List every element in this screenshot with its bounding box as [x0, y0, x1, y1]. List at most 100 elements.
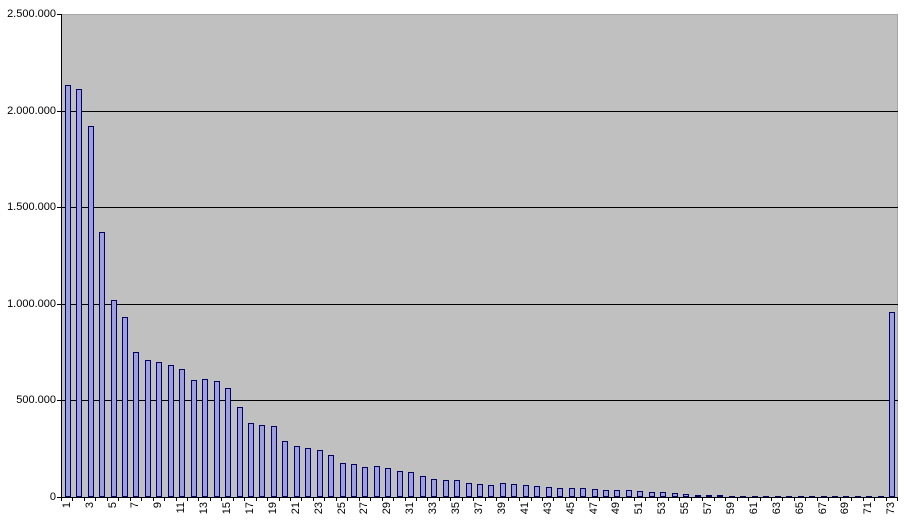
bar	[523, 485, 529, 497]
bar	[488, 485, 494, 497]
bar	[362, 467, 368, 497]
x-tick	[840, 498, 841, 501]
bar	[580, 488, 586, 497]
x-tick	[657, 498, 658, 501]
x-tick-label: 13	[198, 502, 210, 515]
bar	[248, 423, 254, 497]
y-axis-line	[61, 14, 62, 498]
bar	[672, 493, 678, 497]
x-tick	[153, 498, 154, 501]
bar	[122, 317, 128, 497]
x-tick-label: 33	[427, 502, 439, 515]
x-tick-label: 17	[244, 502, 256, 515]
plot-background	[62, 14, 898, 497]
x-tick	[72, 498, 73, 501]
y-tick-label: 1.000.000	[7, 298, 56, 310]
plot-border-top	[62, 14, 898, 15]
bar	[592, 489, 598, 497]
x-tick-label: 43	[542, 502, 554, 515]
bar	[214, 381, 220, 497]
y-tick	[57, 304, 61, 305]
bar	[614, 490, 620, 497]
x-tick	[210, 498, 211, 501]
x-tick	[301, 498, 302, 501]
y-tick	[57, 400, 61, 401]
plot-border-right	[897, 14, 898, 497]
x-tick	[256, 498, 257, 501]
x-tick	[267, 498, 268, 501]
x-tick-label: 65	[794, 502, 806, 515]
bar	[431, 479, 437, 497]
x-tick-label: 53	[656, 502, 668, 515]
x-tick	[416, 498, 417, 501]
x-tick	[782, 498, 783, 501]
x-tick	[130, 498, 131, 501]
x-tick	[187, 498, 188, 501]
x-tick	[519, 498, 520, 501]
bar	[328, 455, 334, 497]
x-tick	[611, 498, 612, 501]
bar	[65, 85, 71, 497]
x-tick	[347, 498, 348, 501]
bar	[626, 490, 632, 497]
x-tick	[531, 498, 532, 501]
x-tick-label: 59	[725, 502, 737, 515]
x-tick-label: 11	[175, 502, 187, 514]
x-tick-label: 23	[313, 502, 325, 515]
bar	[145, 360, 151, 497]
bar	[443, 480, 449, 497]
x-tick-label: 21	[290, 502, 302, 515]
x-tick	[622, 498, 623, 501]
x-tick-label: 51	[633, 502, 645, 515]
x-tick	[164, 498, 165, 501]
x-tick	[496, 498, 497, 501]
x-tick	[485, 498, 486, 501]
bar	[191, 380, 197, 497]
x-tick	[462, 498, 463, 501]
bar	[385, 468, 391, 497]
x-tick-label: 15	[221, 502, 233, 515]
x-tick-label: 71	[862, 502, 874, 515]
x-tick-label: 5	[107, 502, 119, 509]
x-tick	[634, 498, 635, 501]
y-tick	[57, 497, 61, 498]
gridline	[62, 111, 898, 112]
x-tick-label: 9	[152, 502, 164, 509]
x-tick	[863, 498, 864, 501]
bar	[683, 494, 689, 497]
x-tick	[450, 498, 451, 501]
bar	[305, 448, 311, 497]
x-tick-label: 39	[496, 502, 508, 515]
x-tick-label: 3	[84, 502, 96, 509]
x-tick-label: 31	[404, 502, 416, 515]
bar	[500, 483, 506, 497]
x-tick-label: 67	[817, 502, 829, 515]
x-tick	[542, 498, 543, 501]
bar	[294, 446, 300, 497]
x-tick	[886, 498, 887, 501]
bar	[660, 492, 666, 497]
bar	[156, 362, 162, 497]
x-tick	[382, 498, 383, 501]
bar	[237, 407, 243, 497]
bar	[477, 484, 483, 497]
x-tick	[336, 498, 337, 501]
x-tick	[439, 498, 440, 501]
x-tick	[576, 498, 577, 501]
bar	[282, 441, 288, 497]
x-tick	[599, 498, 600, 501]
x-tick	[118, 498, 119, 501]
x-tick	[405, 498, 406, 501]
x-tick	[221, 498, 222, 501]
bar	[76, 89, 82, 497]
y-tick-label: 0	[49, 491, 56, 503]
x-tick-label: 47	[588, 502, 600, 515]
bar	[649, 492, 655, 497]
x-tick-label: 45	[565, 502, 577, 515]
bar	[454, 480, 460, 497]
x-tick	[427, 498, 428, 501]
bar	[889, 312, 895, 497]
bar	[225, 388, 231, 497]
x-tick	[760, 498, 761, 501]
